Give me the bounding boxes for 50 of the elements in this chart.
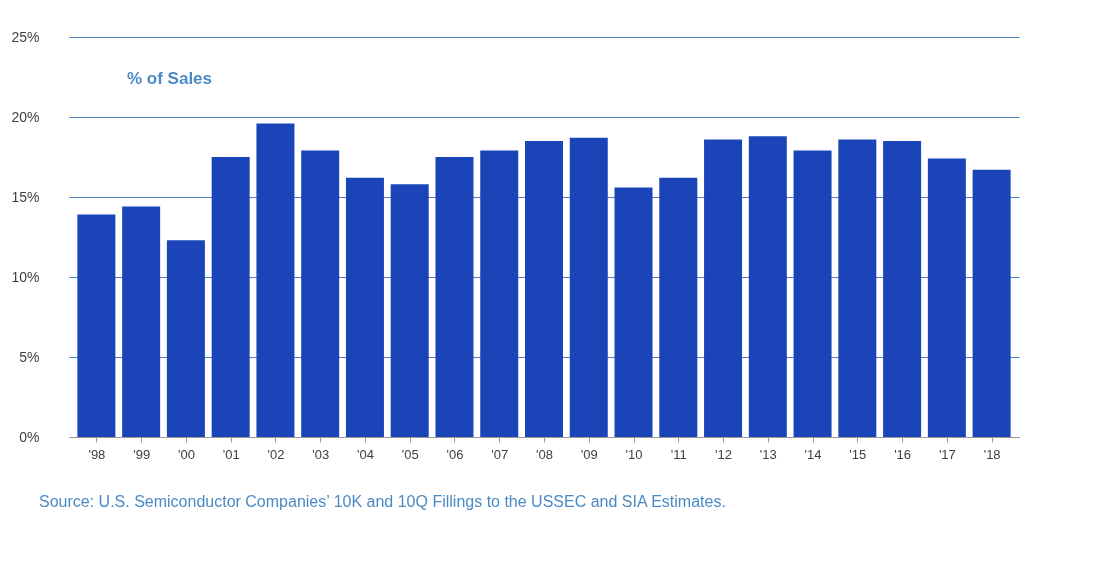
bar	[614, 187, 653, 437]
x-tick-label: '17	[938, 446, 956, 462]
x-tick-label: '07	[491, 446, 509, 462]
bar	[972, 169, 1011, 437]
bar	[166, 240, 205, 437]
x-tick-label: '15	[849, 446, 867, 462]
x-tick-label: '08	[536, 446, 553, 462]
bar	[525, 141, 563, 437]
x-tick-label: '00	[177, 446, 195, 462]
y-tick-label: 10%	[11, 268, 40, 285]
bar	[748, 136, 787, 437]
x-tick-label: '06	[446, 446, 464, 462]
bar	[256, 123, 295, 437]
bar	[122, 206, 161, 437]
annotation: % of Sales	[127, 69, 213, 88]
bar	[883, 141, 922, 437]
bar	[927, 158, 966, 437]
x-tick-label: '98	[88, 446, 106, 462]
bar	[390, 184, 429, 437]
x-tick-label: '16	[894, 446, 912, 462]
bar	[793, 150, 832, 437]
x-tick-label: '13	[759, 446, 777, 462]
bar	[838, 139, 877, 437]
bar	[345, 177, 384, 437]
bar	[211, 157, 250, 437]
y-tick-label: 15%	[11, 188, 40, 205]
x-tick-label: '11	[670, 446, 687, 462]
y-tick-label: 0%	[19, 428, 40, 445]
x-tick-label: '12	[715, 446, 733, 462]
x-tick-label: '18	[983, 446, 1001, 462]
bar	[77, 214, 116, 437]
bar	[435, 157, 474, 437]
bar	[659, 177, 698, 437]
bar	[301, 150, 340, 437]
y-tick-label: 5%	[19, 348, 40, 365]
x-tick-label: '09	[580, 446, 598, 462]
x-tick-label: '99	[133, 446, 151, 462]
x-tick-label: '10	[625, 446, 643, 462]
x-tick-label: '14	[804, 446, 822, 462]
bar	[480, 150, 519, 437]
y-tick-label: 20%	[11, 108, 40, 125]
x-tick-label: '02	[267, 446, 285, 462]
x-tick-label: '03	[312, 446, 330, 462]
x-tick-label: '04	[356, 446, 374, 462]
source-note: Source: U.S. Semiconductor Companies’ 10K and 10Q Fillings to the USSEC and SIA Estimates.	[39, 493, 726, 510]
y-tick-label: 25%	[11, 28, 40, 45]
x-tick-label: '05	[401, 446, 419, 462]
bar	[569, 137, 608, 437]
x-tick-label: '01	[222, 446, 240, 462]
bar	[704, 139, 743, 437]
